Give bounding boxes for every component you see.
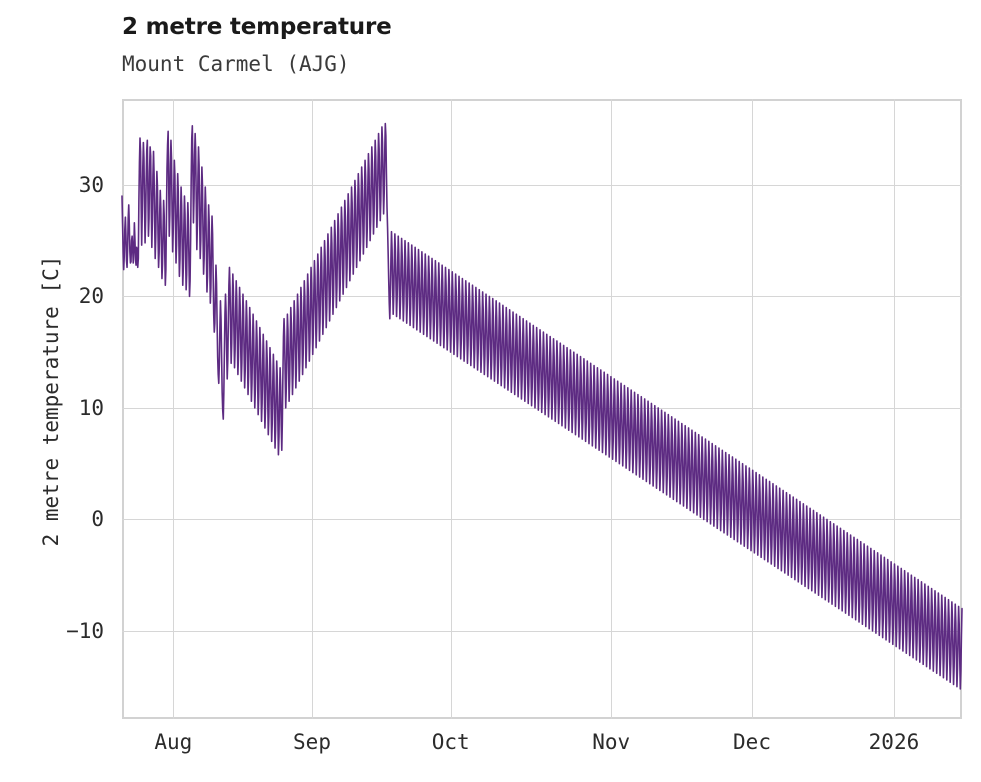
x-tick-label: Oct	[431, 730, 470, 754]
page-subtitle: Mount Carmel (AJG)	[122, 52, 350, 76]
y-tick-label: 10	[78, 395, 104, 420]
y-tick-label: 0	[91, 507, 104, 532]
gridline-horizontal	[122, 630, 962, 632]
x-tick-label: Aug	[154, 730, 193, 754]
x-tick-label: Sep	[293, 730, 331, 754]
gridline-vertical	[893, 99, 895, 719]
gridline-horizontal	[122, 296, 962, 298]
plot-area	[121, 99, 963, 719]
x-tick-label: 2026	[868, 730, 920, 754]
x-tick-label: Nov	[592, 730, 631, 754]
gridline-vertical	[173, 99, 175, 719]
temperature-series	[121, 122, 963, 690]
y-tick-label: 30	[78, 172, 104, 197]
gridline-horizontal	[122, 184, 962, 186]
y-tick-label: 20	[78, 284, 104, 309]
gridline-vertical	[752, 99, 753, 719]
gridline-vertical	[450, 99, 452, 719]
x-tick-label: Dec	[733, 730, 771, 754]
page-title: 2 metre temperature	[122, 14, 392, 40]
gridline-vertical	[312, 99, 313, 719]
y-tick-label: −10	[66, 618, 104, 643]
gridline-horizontal	[122, 519, 962, 521]
